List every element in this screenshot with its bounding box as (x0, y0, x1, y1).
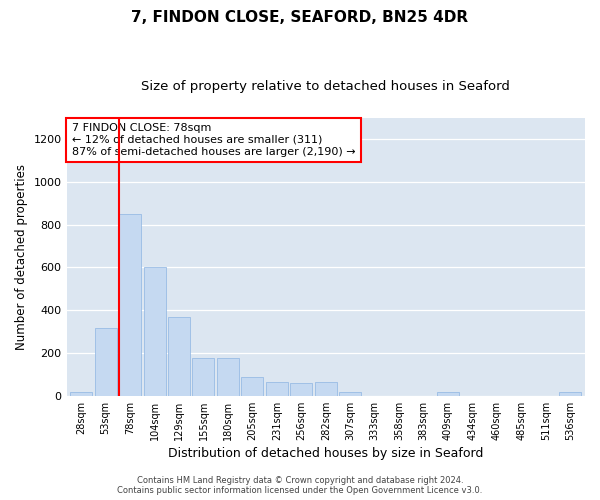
Bar (266, 382, 288, 396)
Text: 7, FINDON CLOSE, SEAFORD, BN25 4DR: 7, FINDON CLOSE, SEAFORD, BN25 4DR (131, 10, 469, 25)
Bar (70, 392, 92, 396)
Bar (559, 392, 581, 396)
Title: Size of property relative to detached houses in Seaford: Size of property relative to detached ho… (142, 80, 510, 93)
Bar (95, 328, 116, 396)
Bar (168, 316, 190, 396)
Bar (437, 392, 459, 396)
X-axis label: Distribution of detached houses by size in Seaford: Distribution of detached houses by size … (168, 447, 484, 460)
Bar (217, 358, 239, 396)
Bar (339, 392, 361, 396)
Bar (241, 376, 263, 396)
Text: 7 FINDON CLOSE: 78sqm
← 12% of detached houses are smaller (311)
87% of semi-det: 7 FINDON CLOSE: 78sqm ← 12% of detached … (72, 124, 355, 156)
Y-axis label: Number of detached properties: Number of detached properties (15, 164, 28, 350)
Bar (315, 382, 337, 396)
Bar (290, 383, 313, 396)
Text: Contains HM Land Registry data © Crown copyright and database right 2024.
Contai: Contains HM Land Registry data © Crown c… (118, 476, 482, 495)
Bar (193, 358, 214, 396)
Bar (143, 268, 166, 396)
Bar (119, 214, 141, 396)
